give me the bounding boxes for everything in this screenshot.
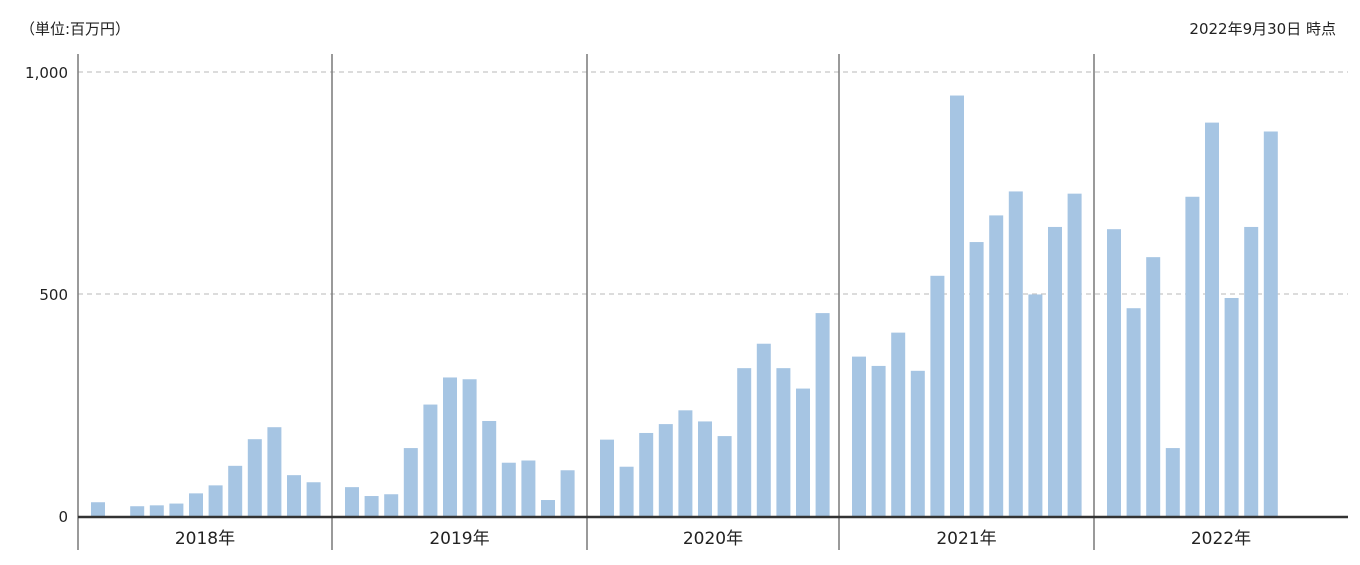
bar xyxy=(950,95,964,517)
bar xyxy=(521,460,536,516)
bar xyxy=(130,506,145,516)
as-of-date: 2022年9月30日 時点 xyxy=(1189,20,1336,38)
bar xyxy=(462,379,477,516)
x-group-label: 2019年 xyxy=(429,529,489,549)
bar xyxy=(871,365,886,516)
y-tick-label: 1,000 xyxy=(25,64,68,82)
bar xyxy=(287,475,301,516)
y-tick-label: 0 xyxy=(58,508,68,526)
bar xyxy=(1146,257,1161,516)
bar xyxy=(910,370,925,516)
bar xyxy=(891,332,906,516)
bar xyxy=(1008,191,1023,516)
bar xyxy=(717,436,732,516)
bar xyxy=(698,421,712,516)
bar xyxy=(989,215,1004,517)
bar xyxy=(560,470,575,516)
bar xyxy=(1067,193,1082,516)
bar xyxy=(1028,294,1043,516)
bar xyxy=(247,439,262,516)
bar xyxy=(756,343,771,516)
bar xyxy=(541,500,555,516)
bar xyxy=(364,496,379,516)
bar xyxy=(815,313,830,516)
bar xyxy=(189,493,203,516)
bar xyxy=(1048,226,1062,516)
bar xyxy=(267,427,282,516)
bar xyxy=(930,275,945,516)
bar xyxy=(403,448,418,516)
bar xyxy=(852,356,866,516)
bar xyxy=(969,242,984,516)
x-group-label: 2022年 xyxy=(1191,529,1251,549)
bar xyxy=(345,487,359,516)
bar xyxy=(796,388,810,516)
bar xyxy=(1244,226,1259,516)
bar xyxy=(1263,131,1278,516)
x-group-label: 2018年 xyxy=(175,529,235,549)
unit-note: （単位:百万円） xyxy=(20,20,131,38)
bar xyxy=(228,465,243,516)
bar xyxy=(443,377,457,516)
y-tick-label: 500 xyxy=(39,286,68,304)
bar xyxy=(1165,448,1180,516)
bar xyxy=(658,424,673,516)
bar xyxy=(619,466,634,516)
bar xyxy=(639,432,654,516)
bar xyxy=(169,503,184,516)
bar xyxy=(482,420,497,516)
bar xyxy=(1185,196,1200,516)
x-group-label: 2021年 xyxy=(936,529,996,549)
bar xyxy=(1107,229,1121,516)
bar xyxy=(1224,297,1239,516)
bar xyxy=(91,502,105,516)
bar xyxy=(600,439,614,516)
bar xyxy=(1205,122,1219,516)
bar xyxy=(306,482,321,516)
bar xyxy=(208,485,223,516)
bar xyxy=(423,404,438,516)
bar xyxy=(776,368,791,516)
bar xyxy=(678,410,693,516)
bar xyxy=(501,462,516,516)
bar xyxy=(737,368,752,516)
x-group-label: 2020年 xyxy=(683,529,743,549)
bar xyxy=(384,494,399,516)
bar xyxy=(1126,308,1141,516)
bar xyxy=(149,505,164,516)
